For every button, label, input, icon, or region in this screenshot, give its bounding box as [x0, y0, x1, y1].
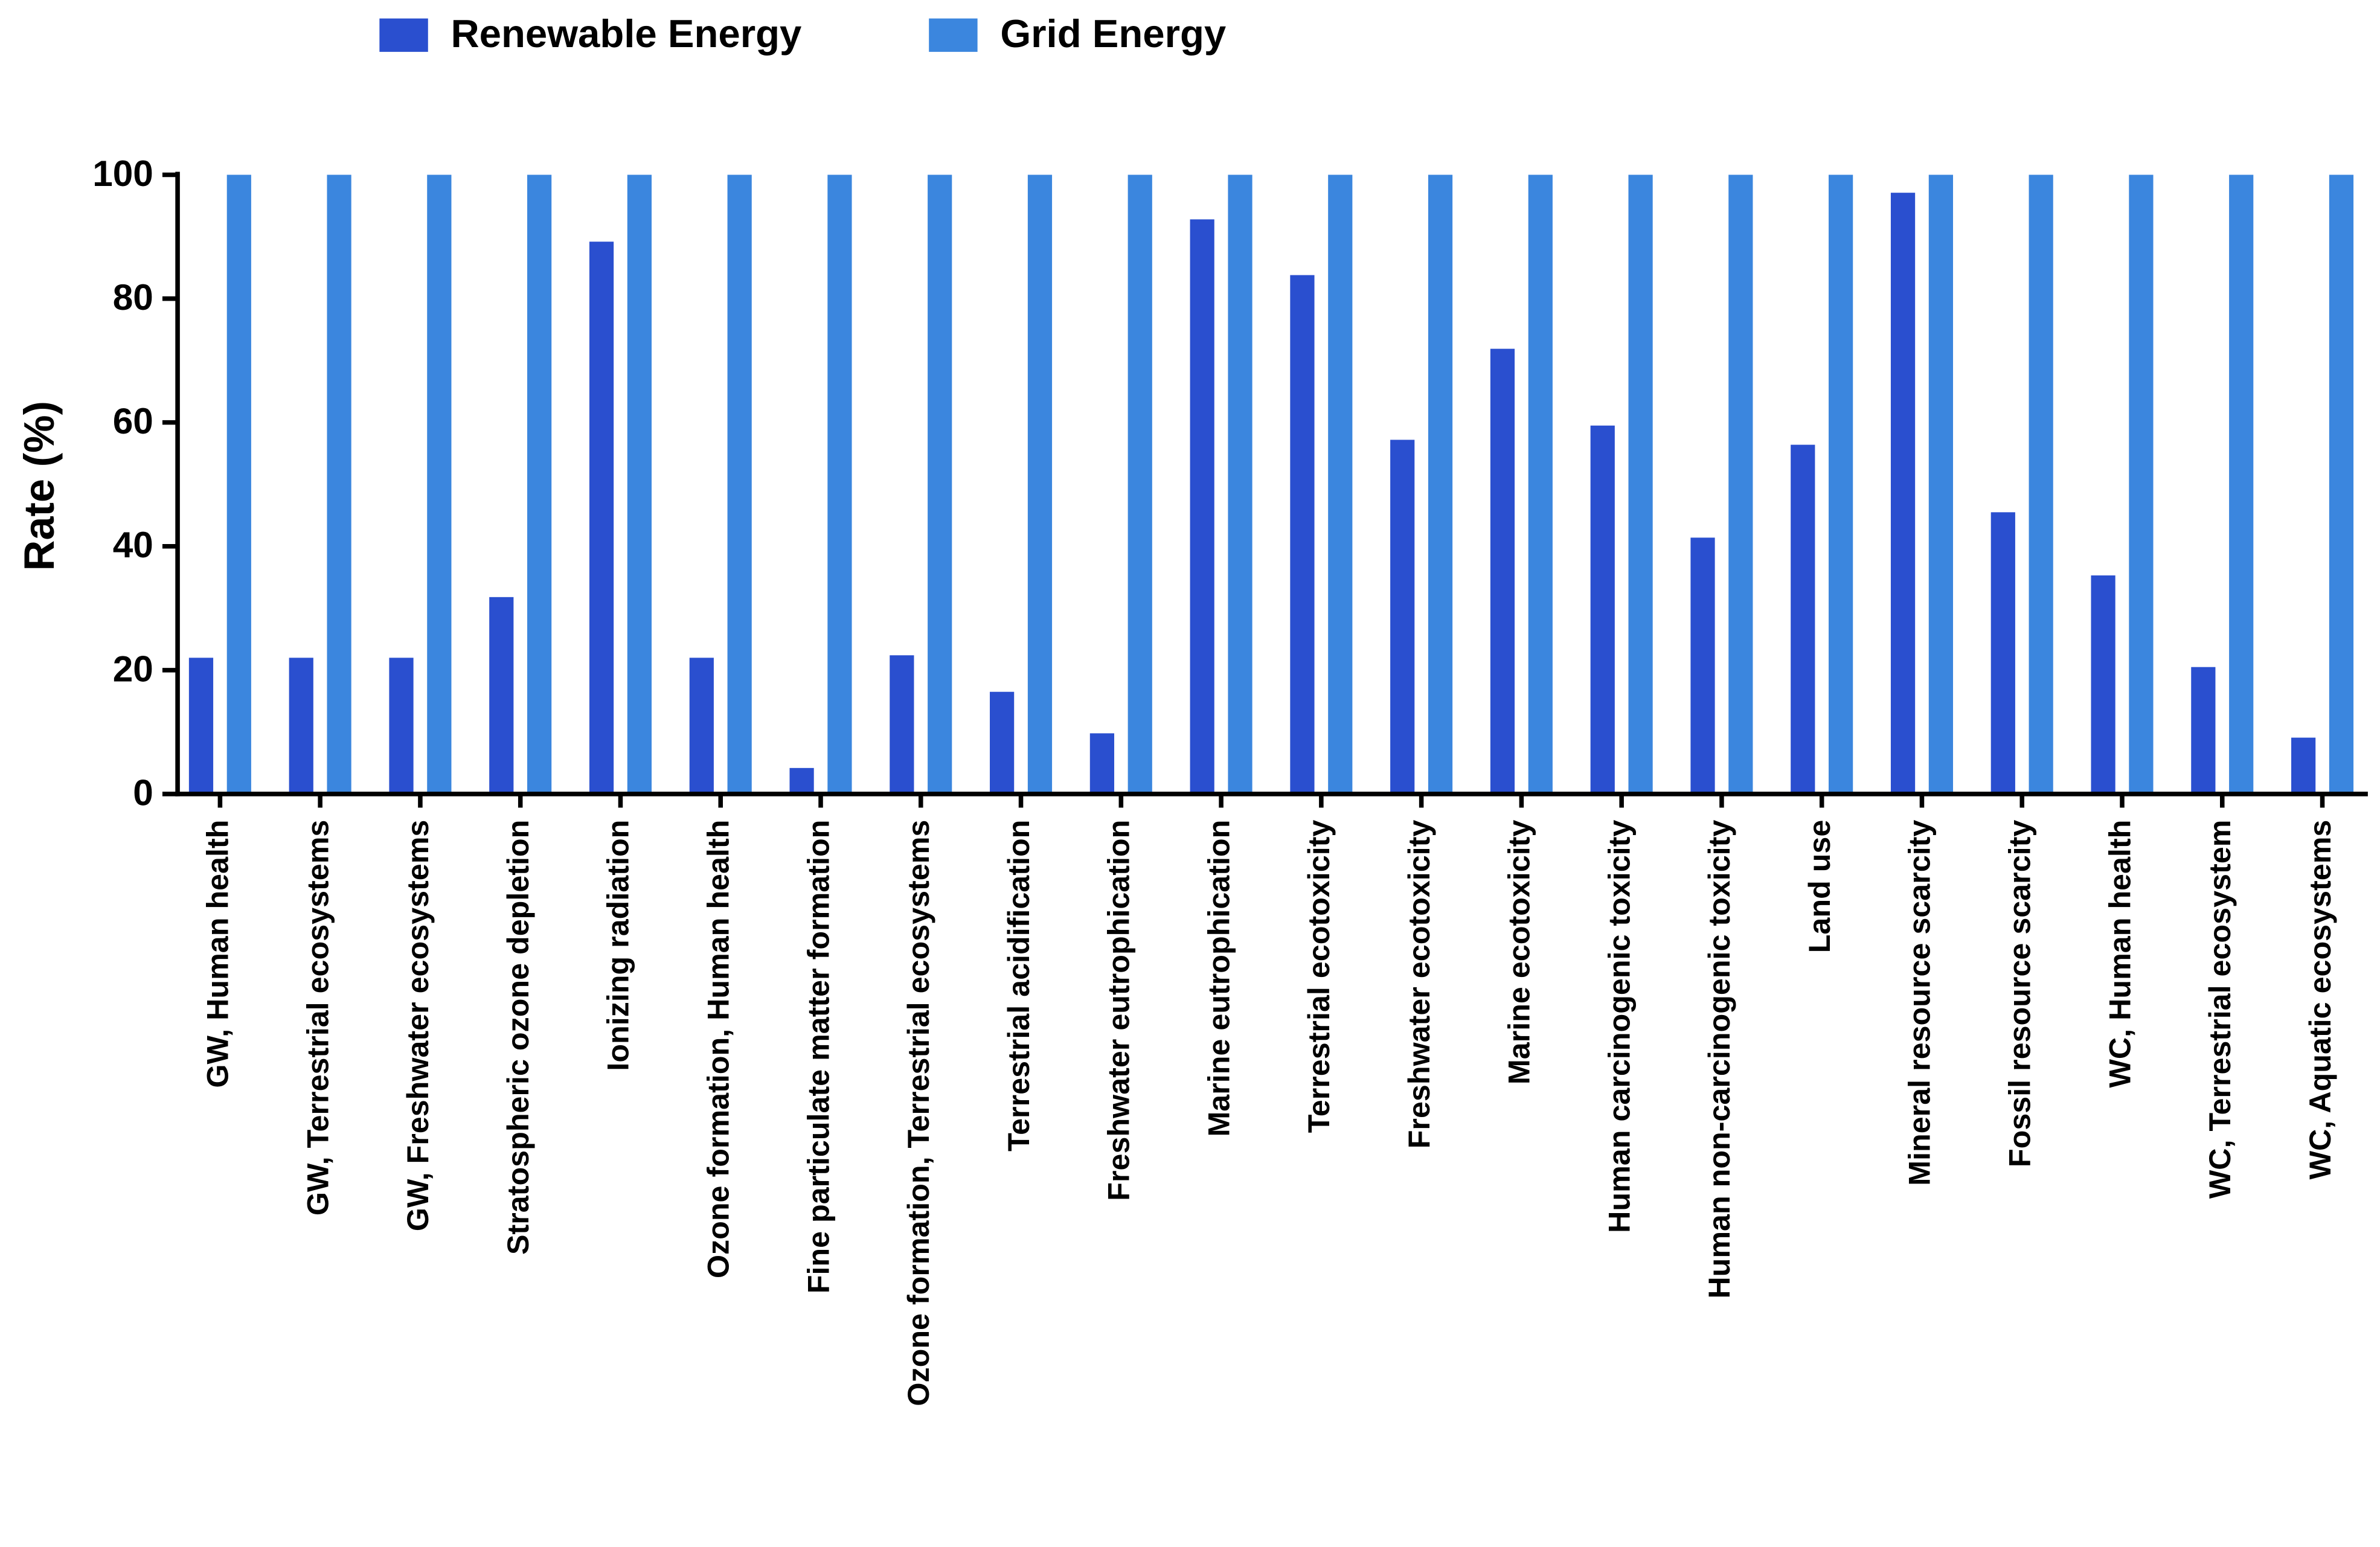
legend-label: Renewable Energy	[451, 11, 801, 56]
bar	[1228, 175, 1253, 794]
bar	[727, 175, 752, 794]
bar	[1089, 733, 1115, 794]
bar	[1528, 175, 1553, 794]
bar	[1690, 537, 1715, 794]
bar	[1890, 193, 1916, 794]
y-tick-label: 60	[113, 400, 153, 441]
bar	[1829, 175, 1853, 794]
bar	[2329, 175, 2354, 794]
x-tick-label: GW, Freshwater ecosystems	[401, 820, 435, 1231]
y-axis-title: Rate (%)	[15, 401, 63, 571]
x-tick-label: Stratospheric ozone depletion	[501, 820, 535, 1255]
bar	[389, 658, 414, 794]
bar	[327, 175, 351, 794]
bar	[1290, 275, 1315, 794]
x-tick-label: Marine eutrophication	[1202, 820, 1236, 1137]
bar	[2229, 175, 2254, 794]
x-tick-label: Terrestrial acidification	[1002, 820, 1036, 1151]
x-tick-label: WC, Terrestrial ecosystem	[2203, 820, 2237, 1199]
x-tick-label: GW, Human health	[201, 820, 235, 1088]
bar	[226, 175, 251, 794]
bar	[689, 658, 714, 794]
bar	[1590, 425, 1615, 794]
x-tick-label: GW, Terrestrial ecosystems	[301, 820, 335, 1216]
bar	[589, 242, 614, 794]
bar	[1628, 175, 1653, 794]
bar	[789, 767, 814, 794]
bar	[890, 655, 914, 794]
bar	[1791, 444, 1815, 794]
x-tick-label: WC, Aquatic ecosystems	[2303, 820, 2337, 1180]
y-tick-label: 80	[113, 277, 153, 318]
x-tick-label: Freshwater eutrophication	[1102, 820, 1136, 1201]
bar	[627, 175, 652, 794]
x-tick-label: Fossil resource scarcity	[2003, 820, 2037, 1167]
bar	[289, 658, 313, 794]
x-tick-label: Ozone formation, Terrestrial ecosystems	[902, 820, 935, 1406]
bar	[1990, 512, 2015, 794]
x-tick-label: Ozone formation, Human health	[702, 820, 736, 1278]
bar	[527, 175, 552, 794]
bar	[1728, 175, 1753, 794]
bar	[2091, 575, 2115, 794]
bar	[188, 658, 214, 794]
bar	[427, 175, 452, 794]
x-tick-label: Ionizing radiation	[601, 820, 635, 1071]
bar	[1928, 175, 1953, 794]
bar	[489, 597, 514, 794]
y-tick-label: 100	[92, 153, 153, 194]
bar	[1127, 175, 1152, 794]
bar	[1328, 175, 1353, 794]
y-tick-label: 40	[113, 524, 153, 565]
bar	[1390, 440, 1415, 794]
bar	[1428, 175, 1453, 794]
x-tick-label: WC, Human health	[2103, 820, 2137, 1088]
x-tick-label: Freshwater ecotoxicity	[1402, 820, 1436, 1149]
bar	[928, 175, 952, 794]
legend-swatch	[929, 18, 978, 52]
legend-swatch	[379, 18, 428, 52]
legend-label: Grid Energy	[1000, 11, 1226, 56]
bar	[1190, 219, 1214, 794]
x-tick-label: Terrestrial ecotoxicity	[1302, 820, 1336, 1133]
y-tick-label: 20	[113, 648, 153, 689]
x-tick-label: Fine particulate matter formation	[801, 820, 835, 1294]
y-tick-label: 0	[133, 772, 153, 813]
x-tick-label: Land use	[1803, 820, 1836, 953]
bar	[2129, 175, 2154, 794]
bar	[827, 175, 852, 794]
bar	[1490, 348, 1515, 794]
bar	[990, 691, 1015, 794]
x-tick-label: Human non-carcinogenic toxicity	[1702, 820, 1736, 1299]
bar	[2191, 667, 2216, 794]
bar	[1027, 175, 1053, 794]
x-tick-label: Mineral resource scarcity	[1903, 820, 1937, 1186]
bar	[2029, 175, 2053, 794]
x-tick-label: Human carcinogenic toxicity	[1602, 820, 1636, 1233]
bar	[2291, 737, 2316, 794]
x-tick-label: Marine ecotoxicity	[1503, 820, 1536, 1084]
